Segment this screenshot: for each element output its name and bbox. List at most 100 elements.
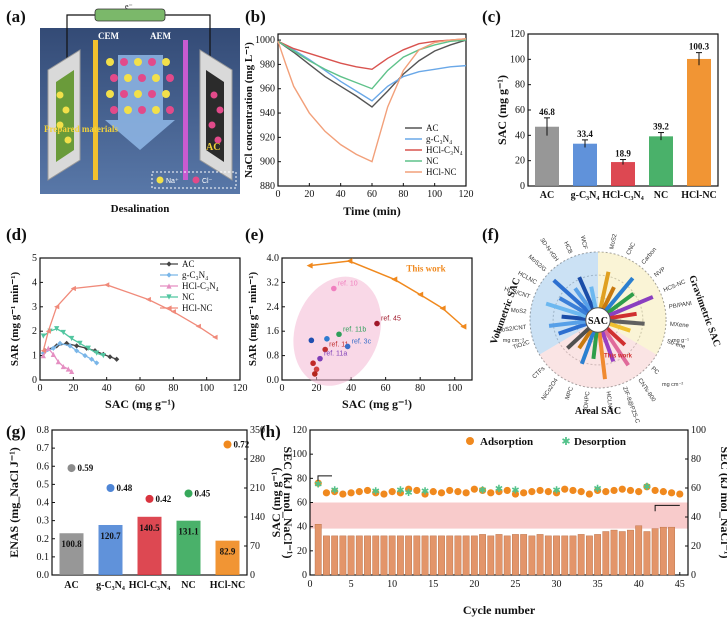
sec-bar: [635, 525, 643, 576]
marker: [145, 296, 151, 303]
radar-bar: [605, 326, 627, 347]
aem-label: AEM: [150, 31, 172, 41]
sec-bar: [438, 535, 445, 576]
left-axis-arrow: [317, 475, 332, 481]
y-left-title: ENAS (mg_NaCl J⁻¹): [7, 447, 21, 558]
sec-bar: [347, 535, 355, 576]
enas-point: [184, 489, 193, 498]
adsorbed-na-ion: [56, 121, 64, 129]
marker: [57, 340, 63, 346]
reference-region: [293, 276, 382, 386]
x-tick-label: 80: [168, 383, 178, 394]
adsorption-point: [503, 486, 511, 495]
ion-dot: [120, 58, 128, 66]
reference-point: [374, 320, 380, 327]
category-label: AC: [64, 580, 78, 591]
radar-bar: [552, 278, 591, 314]
y-tick-label: 100: [510, 54, 525, 65]
legend-box: [151, 171, 237, 189]
chart-g: 0.0 0.1 0.2 0.3 0.4 0.5 0.6 0.7 0.8 0 70 140 210 280 3…: [7, 425, 295, 591]
marker: [74, 343, 80, 349]
radar-bar: [604, 276, 635, 312]
adsorption-point: [487, 489, 495, 497]
adsorption-point: [520, 489, 528, 497]
y-tick-label: 1000: [255, 35, 275, 46]
adsorption-point: [511, 490, 520, 498]
sec-bar: [454, 535, 462, 576]
radar-ring: [552, 274, 644, 366]
desorption-point: ✱: [511, 485, 519, 496]
adsorption-point: [610, 486, 618, 495]
legend-label: HCl-NC: [182, 303, 213, 313]
marker: [40, 353, 46, 359]
radar-item-label: MoS2/G: [527, 254, 548, 273]
radar-item-label: ZIF-8@PZS-C: [621, 386, 640, 425]
sec-bar: [643, 531, 651, 576]
legend-label: NC: [426, 156, 439, 166]
radar-bar: [573, 287, 593, 312]
sec-bar: [355, 535, 363, 576]
chart-e: 0 20 40 60 80 100 0.0 0.8 1.6 2.4 3.2 4.0 SAC (mg g⁻…: [247, 253, 473, 411]
desorption-point: ✱: [330, 485, 338, 496]
adsorbed-na-ion: [62, 106, 70, 114]
prepared-material-layer: [56, 70, 74, 162]
x-tick-label: 80: [398, 189, 408, 200]
x-tick-label: 0: [280, 383, 285, 394]
radar-item-label: WCF: [579, 235, 588, 250]
prepared-materials-label: Prepared materials: [44, 124, 118, 134]
radar-item-label: CNTs-800: [636, 378, 656, 404]
gravimetric-title: Gravimetric SAC: [686, 274, 722, 348]
y-tick-label: 1.6: [267, 326, 280, 337]
y-tick-label: 0: [520, 181, 525, 192]
sec-bar: [610, 529, 618, 576]
x-axis-title: Time (min): [343, 204, 400, 218]
ion-dot: [152, 74, 160, 82]
enas-label: 0.72: [234, 440, 250, 450]
y-tick-label: 980: [260, 59, 275, 70]
y-tick-label: 120: [510, 29, 525, 40]
y-tick-label: 40: [515, 130, 525, 141]
marker: [107, 354, 113, 360]
reference-point: [336, 331, 342, 338]
adsorption-point: [552, 489, 561, 497]
sec-bar: [339, 535, 347, 576]
sec-band: [310, 502, 688, 529]
x-tick-label: 30: [552, 579, 562, 590]
radar-outer: [529, 251, 667, 389]
series-line-0: [277, 39, 467, 108]
radar-item-label: Carbon: [641, 247, 658, 266]
marker: [104, 282, 110, 288]
enas-point: [106, 484, 115, 492]
radar-bar: [545, 301, 587, 319]
legend-label: HCl-NC: [426, 167, 457, 177]
radar-center: [585, 307, 611, 333]
y-tick-label: 5: [32, 253, 37, 264]
y-axis-title: SAC (mg g⁻¹): [495, 75, 509, 145]
series-line-4: [277, 38, 467, 163]
panel-label-d: (d): [6, 225, 27, 244]
y-right-title: SEC (kJ mol_NaCl⁻¹): [281, 447, 295, 559]
aem-membrane: [183, 40, 188, 180]
marker: [346, 258, 353, 265]
panel-label-g: (g): [6, 422, 26, 441]
adsorption-point: [495, 488, 503, 496]
y-right-tick-label: 80: [691, 454, 701, 465]
adsorption-point: [396, 489, 404, 497]
radar-item-label: MoS2: [511, 308, 528, 315]
series-line-3: [42, 328, 104, 357]
y-tick-label: 2.4: [267, 302, 280, 313]
marker: [94, 360, 100, 366]
na-ion-icon: [156, 176, 164, 184]
x-tick-label: 100: [427, 189, 442, 200]
desorption-point: ✱: [314, 479, 322, 490]
ac-label: AC: [206, 142, 220, 153]
marker: [439, 305, 446, 312]
y-left-title: SAC (mg g⁻¹): [269, 468, 283, 538]
radar-bar: [597, 331, 607, 380]
desorption-point: ✱: [643, 482, 651, 493]
x-tick-label: 40: [634, 579, 644, 590]
panel-label-h: (h): [260, 422, 281, 441]
y-right-tick-label: 100: [691, 425, 706, 436]
electron-label: e⁻: [125, 2, 133, 11]
